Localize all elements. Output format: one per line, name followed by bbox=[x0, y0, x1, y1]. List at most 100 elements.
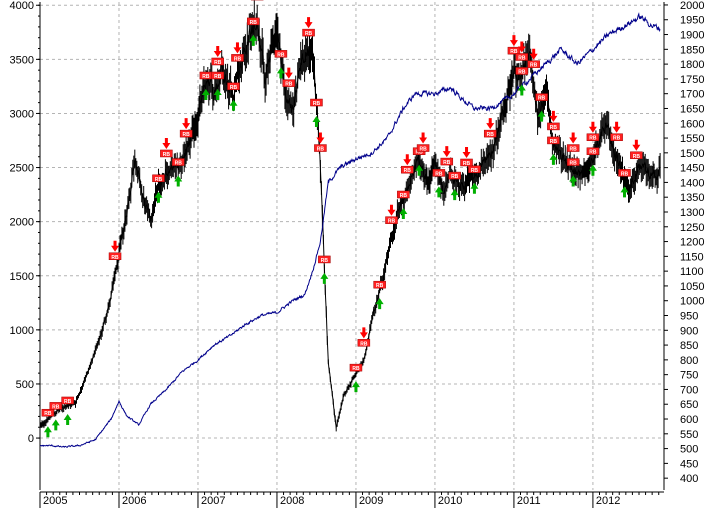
right-tick-label: 1150 bbox=[680, 251, 704, 263]
signal-label-text: RB bbox=[419, 147, 427, 153]
signal-label-text: RB bbox=[214, 60, 222, 66]
signal-label: RB bbox=[516, 53, 528, 61]
signal-label: RB bbox=[180, 130, 192, 138]
signal-label: RB bbox=[50, 402, 62, 410]
signal-label-text: RB bbox=[463, 161, 471, 167]
signal-label: RB bbox=[172, 159, 184, 167]
left-tick-label: 3500 bbox=[10, 54, 34, 66]
signal-label: RB bbox=[417, 145, 429, 153]
signal-label: RB bbox=[303, 29, 315, 37]
right-tick-label: 650 bbox=[680, 399, 698, 411]
signal-label: RB bbox=[160, 150, 172, 158]
signal-label-text: RB bbox=[404, 168, 412, 174]
right-tick-label: 1400 bbox=[680, 177, 704, 189]
right-tick-label: 700 bbox=[680, 384, 698, 396]
signal-label: RB bbox=[441, 158, 453, 166]
signal-label-text: RB bbox=[321, 258, 329, 264]
signal-label-text: RB bbox=[352, 366, 360, 372]
signal-label: RB bbox=[516, 67, 528, 75]
signal-label-text: RB bbox=[570, 147, 578, 153]
signal-label: RB bbox=[247, 18, 259, 26]
left-tick-label: 1500 bbox=[10, 271, 34, 283]
left-tick-label: 3000 bbox=[10, 108, 34, 120]
signal-label-text: RB bbox=[44, 411, 52, 417]
signal-label: RB bbox=[528, 61, 540, 69]
signal-label-text: RB bbox=[250, 20, 258, 26]
signal-label-text: RB bbox=[305, 31, 313, 37]
signal-label-text: RB bbox=[254, 0, 262, 1]
signal-label-text: RB bbox=[388, 219, 396, 225]
x-tick-label: 2008 bbox=[280, 495, 304, 507]
signal-label: RB bbox=[42, 409, 54, 417]
signal-label-text: RB bbox=[550, 125, 558, 131]
right-tick-label: 1800 bbox=[680, 59, 704, 71]
signal-label: RB bbox=[275, 50, 287, 58]
signal-label-text: RB bbox=[277, 52, 285, 58]
signal-label-text: RB bbox=[64, 399, 72, 405]
x-tick-label: 2005 bbox=[43, 495, 67, 507]
x-tick-label: 2006 bbox=[122, 495, 146, 507]
signal-label-text: RB bbox=[621, 171, 629, 177]
signal-label: RB bbox=[62, 397, 74, 405]
signal-label-text: RB bbox=[613, 136, 621, 142]
signal-label: RB bbox=[468, 166, 480, 174]
signal-label-text: RB bbox=[518, 69, 526, 75]
signal-label: RB bbox=[449, 172, 461, 180]
signal-label-text: RB bbox=[518, 55, 526, 61]
right-tick-label: 1250 bbox=[680, 222, 704, 234]
right-tick-label: 1700 bbox=[680, 89, 704, 101]
signal-label-text: RB bbox=[589, 150, 597, 156]
signal-label: RB bbox=[374, 281, 386, 289]
left-tick-label: 0 bbox=[28, 433, 34, 445]
right-tick-label: 1850 bbox=[680, 44, 704, 56]
signal-label: RB bbox=[397, 191, 409, 199]
signal-label: RB bbox=[350, 364, 362, 372]
x-tick-label: 2009 bbox=[359, 495, 383, 507]
signal-label: RB bbox=[630, 152, 642, 160]
signal-label: RB bbox=[228, 83, 240, 91]
signal-label: RB bbox=[212, 72, 224, 80]
signal-label: RB bbox=[484, 130, 496, 138]
left-tick-label: 2000 bbox=[10, 217, 34, 229]
right-tick-label: 400 bbox=[680, 473, 698, 485]
signal-label-text: RB bbox=[443, 160, 451, 166]
right-tick-label: 1000 bbox=[680, 296, 704, 308]
signal-label: RB bbox=[547, 137, 559, 145]
signal-label: RB bbox=[611, 134, 623, 142]
right-tick-label: 1050 bbox=[680, 281, 704, 293]
signal-label: RB bbox=[152, 175, 164, 183]
signal-label-text: RB bbox=[360, 341, 368, 347]
signal-label-text: RB bbox=[435, 171, 443, 177]
left-tick-label: 1000 bbox=[10, 325, 34, 337]
right-tick-label: 1750 bbox=[680, 74, 704, 86]
signal-label-text: RB bbox=[376, 283, 384, 289]
signal-label: RB bbox=[358, 339, 370, 347]
signal-label-text: RB bbox=[163, 152, 171, 158]
right-tick-label: 450 bbox=[680, 458, 698, 470]
left-tick-label: 4000 bbox=[10, 0, 34, 12]
signal-label-text: RB bbox=[317, 147, 325, 153]
right-tick-label: 2000 bbox=[680, 0, 704, 12]
signal-label: RB bbox=[231, 54, 243, 62]
signal-label: RB bbox=[401, 166, 413, 174]
signal-label: RB bbox=[587, 134, 599, 142]
right-tick-label: 1450 bbox=[680, 163, 704, 175]
right-tick-label: 950 bbox=[680, 311, 698, 323]
right-tick-label: 1100 bbox=[680, 266, 704, 278]
signal-label: RB bbox=[318, 256, 330, 264]
right-tick-label: 600 bbox=[680, 414, 698, 426]
signal-label: RB bbox=[200, 72, 212, 80]
signal-label-text: RB bbox=[214, 74, 222, 80]
right-tick-label: 1650 bbox=[680, 103, 704, 115]
signal-label-text: RB bbox=[313, 101, 321, 107]
right-tick-label: 1600 bbox=[680, 118, 704, 130]
signal-label-text: RB bbox=[400, 193, 408, 199]
signal-label-text: RB bbox=[52, 404, 60, 410]
right-tick-label: 900 bbox=[680, 325, 698, 337]
signal-label: RB bbox=[587, 148, 599, 156]
right-tick-label: 1950 bbox=[680, 15, 704, 27]
signal-label: RB bbox=[283, 80, 295, 88]
right-tick-label: 1550 bbox=[680, 133, 704, 145]
signal-label-text: RB bbox=[285, 82, 293, 88]
